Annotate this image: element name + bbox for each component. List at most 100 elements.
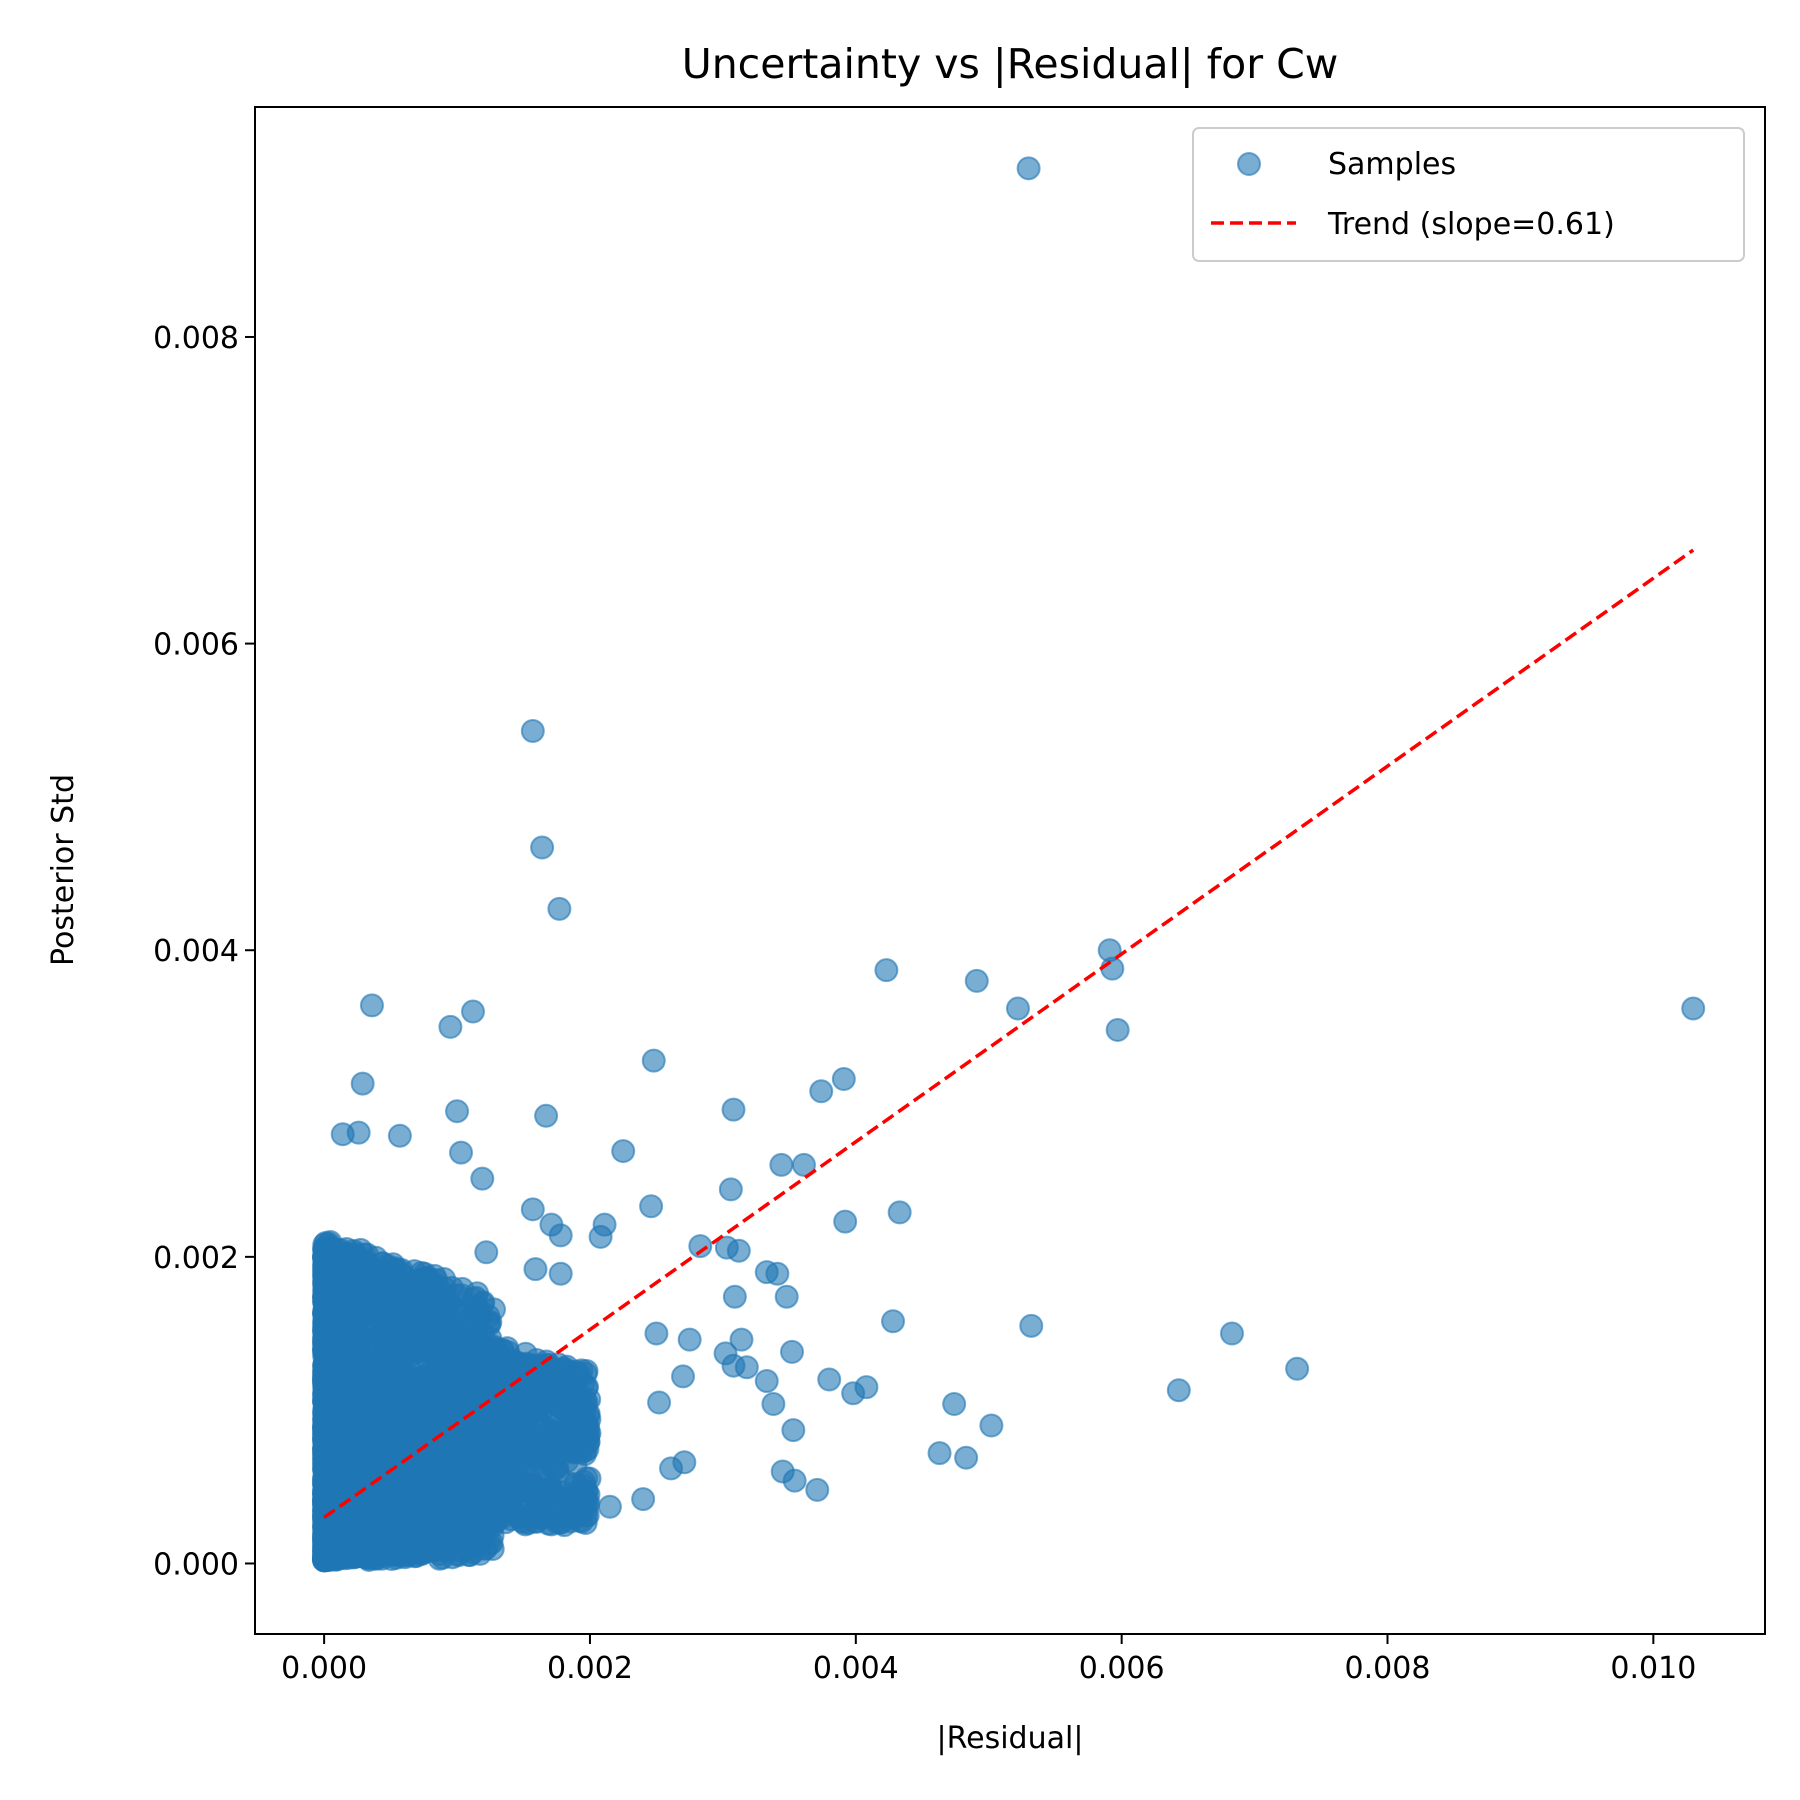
sample-point [874,958,899,983]
sample-point [520,1197,545,1222]
sample-point [356,1370,381,1395]
x-tick-label: 0.008 [1345,1651,1431,1686]
x-axis-ticks: 0.000 0.002 0.004 0.006 0.008 0.010 [281,1634,1696,1686]
sample-point [726,1238,751,1263]
sample-point [422,1441,447,1466]
sample-point [474,1240,499,1265]
sample-point [641,1048,666,1073]
sample-point [781,1418,806,1443]
sample-point [417,1293,442,1318]
x-axis-label: |Residual| [937,1721,1084,1756]
legend-samples-marker [1237,152,1261,176]
samples-points [312,156,1706,1573]
sample-point [979,1413,1004,1438]
sample-point [454,1480,479,1505]
sample-point [647,1390,672,1415]
sample-point [721,1097,746,1122]
sample-point [805,1477,830,1502]
sample-point [555,1358,580,1383]
legend-trend-label: Trend (slope=0.61) [1327,207,1615,242]
sample-point [470,1166,495,1191]
sample-point [370,1410,395,1435]
sample-point [449,1505,474,1530]
sample-point [475,1359,500,1384]
sample-point [831,1067,856,1092]
sample-point [523,1257,548,1282]
sample-point [782,1468,807,1493]
x-tick-label: 0.010 [1610,1651,1696,1686]
sample-point [765,1261,790,1286]
sample-point [1005,996,1030,1021]
sample-point [543,1455,568,1480]
sample-point [1016,156,1041,181]
legend-box [1192,127,1745,262]
sample-point [817,1367,842,1392]
chart-title: Uncertainty vs |Residual| for Cw [682,40,1339,88]
sample-point [559,1493,584,1518]
sample-point [942,1392,967,1417]
sample-point [397,1490,422,1515]
sample-point [761,1392,786,1417]
sample-point [1019,1313,1044,1338]
sample-point [809,1079,834,1104]
sample-point [520,718,545,743]
sample-point [534,1103,559,1128]
sample-point [535,1361,560,1386]
sample-point [460,999,485,1024]
sample-point [355,1242,380,1267]
sample-point [1681,996,1706,1021]
sample-point [548,1261,573,1286]
sample-point [688,1234,713,1259]
sample-point [493,1406,518,1431]
sample-point [532,1436,557,1461]
sample-point [588,1224,613,1249]
sample-point [387,1123,412,1148]
sample-point [370,1541,395,1566]
sample-point [597,1494,622,1519]
sample-point [330,1122,355,1147]
sample-point [347,1348,372,1373]
sample-point [419,1317,444,1342]
sample-point [631,1487,656,1512]
sample-point [780,1339,805,1364]
sample-point [315,1271,340,1296]
sample-point [1166,1378,1191,1403]
y-tick-label: 0.006 [153,628,239,663]
sample-point [1285,1356,1310,1381]
plot-frame [254,106,1766,1635]
sample-point [611,1139,636,1164]
sample-point [729,1327,754,1352]
sample-point [449,1346,474,1371]
y-tick-label: 0.000 [153,1547,239,1582]
sample-point [383,1267,408,1292]
sample-point [530,835,555,860]
sample-point [1219,1321,1244,1346]
sample-point [429,1487,454,1512]
sample-point [438,1429,463,1454]
x-tick-label: 0.004 [813,1651,899,1686]
sample-point [432,1534,457,1559]
sample-point [887,1200,912,1225]
sample-point [318,1536,343,1561]
y-tick-label: 0.004 [153,934,239,969]
sample-point [531,1415,556,1440]
sample-point [357,1390,382,1415]
sample-point [577,1387,602,1412]
sample-point [381,1502,406,1527]
sample-point [964,968,989,993]
sample-point [422,1375,447,1400]
sample-point [322,1367,347,1392]
sample-point [468,1541,493,1566]
sample-point [387,1428,412,1453]
sample-point [881,1309,906,1334]
y-tick-label: 0.002 [153,1241,239,1276]
sample-point [328,1237,353,1262]
sample-point [833,1209,858,1234]
sample-point [677,1327,702,1352]
sample-point [340,1288,365,1313]
sample-point [437,1457,462,1482]
sample-point [444,1283,469,1308]
sample-point [445,1099,470,1124]
sample-point [841,1381,866,1406]
